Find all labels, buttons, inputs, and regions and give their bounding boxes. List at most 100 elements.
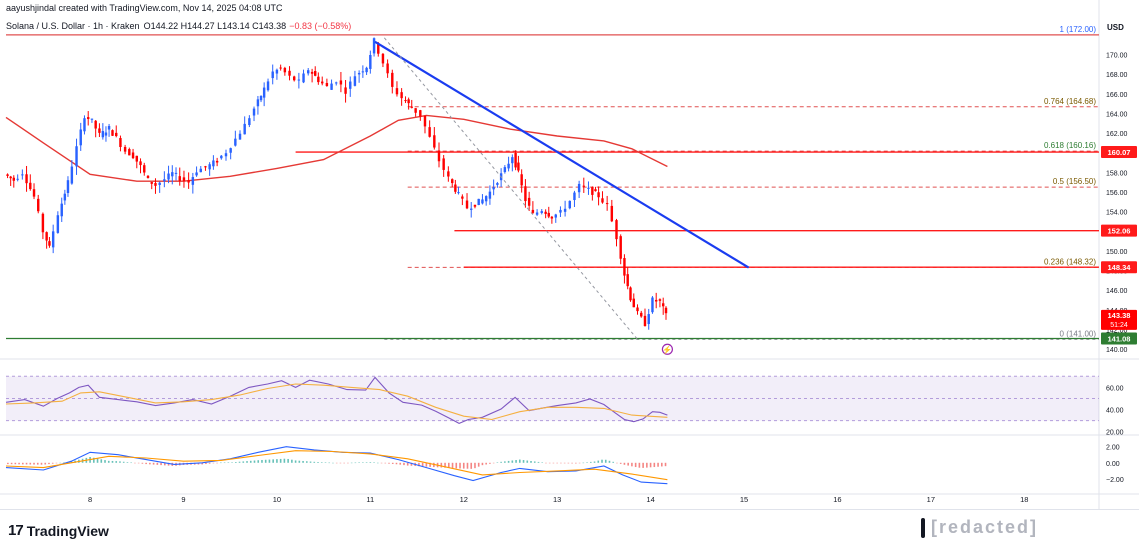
time-tick-label: 8 bbox=[88, 495, 92, 504]
price-chart[interactable]: 1 (172.00) 0.764 (164.68) 0.618 (160.16) 0.… bbox=[0, 0, 1139, 509]
macd-histogram-bar bbox=[294, 460, 297, 463]
candle-body bbox=[496, 183, 499, 185]
candle-body bbox=[626, 274, 629, 287]
price-tick-label: 166.00 bbox=[1106, 92, 1128, 99]
macd-histogram-bar bbox=[608, 460, 611, 463]
candle-body bbox=[601, 198, 604, 203]
candle-body bbox=[559, 209, 562, 213]
candle-body bbox=[302, 73, 305, 83]
candle-body bbox=[517, 162, 520, 171]
macd-histogram-bar bbox=[115, 461, 118, 463]
candle-body bbox=[86, 117, 90, 119]
candle-body bbox=[9, 176, 12, 179]
macd-histogram-bar bbox=[380, 462, 383, 464]
macd-histogram-bar bbox=[149, 462, 151, 465]
price-tick-label: 154.00 bbox=[1106, 210, 1128, 217]
fib-anchor-guide bbox=[383, 37, 638, 340]
macd-histogram-bar bbox=[134, 462, 136, 464]
macd-histogram-bar bbox=[44, 462, 47, 465]
candle-body bbox=[540, 211, 543, 213]
price-tick-label: 150.00 bbox=[1106, 249, 1128, 256]
price-tick-label: 164.00 bbox=[1106, 111, 1128, 118]
macd-histogram-bar bbox=[481, 462, 484, 466]
macd-histogram-bar bbox=[279, 458, 282, 463]
candle-body bbox=[234, 138, 237, 146]
candle-body bbox=[252, 108, 256, 116]
time-tick-label: 13 bbox=[553, 495, 561, 504]
candle-body bbox=[454, 184, 457, 192]
macd-histogram-bar bbox=[55, 462, 58, 464]
macd-histogram-bar bbox=[272, 459, 274, 463]
macd-histogram-bar bbox=[119, 461, 121, 463]
candle-body bbox=[111, 130, 114, 136]
candle-body bbox=[349, 81, 352, 89]
macd-histogram-bar bbox=[111, 460, 114, 463]
fib-level-label: 0.764 (164.68) bbox=[1044, 97, 1096, 106]
macd-histogram-bar bbox=[485, 462, 487, 465]
macd-histogram-bar bbox=[418, 462, 420, 467]
macd-histogram-bar bbox=[104, 460, 106, 463]
macd-histogram-bar bbox=[156, 462, 159, 465]
macd-histogram-bar bbox=[455, 462, 458, 469]
macd-histogram-bar bbox=[7, 462, 9, 465]
candle-body bbox=[361, 71, 365, 73]
tradingview-logo-icon: 17 bbox=[8, 522, 24, 539]
candle-body bbox=[481, 199, 484, 204]
price-tick-label: 168.00 bbox=[1106, 72, 1128, 79]
macd-histogram-bar bbox=[560, 462, 562, 464]
macd-histogram-bar bbox=[533, 461, 536, 463]
ohlc-values: O144.22 H144.27 L143.14 C143.38 bbox=[143, 21, 287, 31]
candle-body bbox=[651, 297, 654, 313]
candle-body bbox=[143, 165, 146, 173]
candle-body bbox=[632, 298, 635, 308]
candle-body bbox=[544, 211, 547, 214]
last-price-text: 143.38 bbox=[1108, 311, 1131, 320]
macd-histogram-bar bbox=[276, 459, 278, 463]
candle-body bbox=[457, 192, 460, 194]
macd-histogram-bar bbox=[496, 462, 499, 463]
candle-body bbox=[365, 67, 368, 73]
macd-signal-line bbox=[5, 450, 668, 481]
candle-body bbox=[104, 132, 108, 136]
tradingview-logo[interactable]: 17 TradingView bbox=[8, 522, 109, 539]
candle-body bbox=[503, 167, 507, 173]
moving-average-line bbox=[5, 114, 668, 182]
candle-body bbox=[158, 182, 161, 185]
macd-histogram-bar bbox=[556, 462, 558, 464]
macd-histogram-bar bbox=[604, 459, 607, 463]
macd-histogram-bar bbox=[287, 458, 289, 463]
candle-body bbox=[90, 118, 94, 120]
symbol-legend[interactable]: Solana / U.S. Dollar · 1h · Kraken O144.2… bbox=[6, 21, 351, 31]
fib-level-label: 1 (172.00) bbox=[1060, 25, 1097, 34]
candle-body bbox=[629, 287, 632, 301]
macd-histogram-bar bbox=[324, 462, 327, 463]
macd-histogram-bar bbox=[362, 462, 364, 463]
candle-body bbox=[317, 76, 320, 83]
level-price-badge-text: 141.08 bbox=[1108, 334, 1131, 343]
macd-histogram-bar bbox=[384, 462, 387, 464]
macd-histogram-bar bbox=[246, 461, 248, 463]
candle-body bbox=[524, 186, 527, 202]
rsi-tick-label: 20.00 bbox=[1106, 430, 1124, 437]
candle-body bbox=[470, 208, 473, 210]
candle-body bbox=[594, 189, 597, 192]
level-price-badge bbox=[1101, 261, 1137, 274]
macd-histogram-bar bbox=[470, 462, 473, 469]
candle-body bbox=[310, 71, 314, 74]
candle-body bbox=[643, 315, 647, 327]
currency-label[interactable]: USD bbox=[1107, 23, 1124, 32]
macd-histogram-bar bbox=[541, 462, 544, 463]
candle-body bbox=[554, 214, 557, 218]
macd-histogram-bar bbox=[649, 462, 652, 468]
candle-body bbox=[94, 120, 97, 129]
tradingview-logo-text: TradingView bbox=[26, 522, 109, 539]
macd-histogram-bar bbox=[25, 462, 28, 465]
candle-body bbox=[182, 177, 186, 181]
candle-body bbox=[330, 83, 333, 90]
candle-body bbox=[275, 69, 279, 74]
symbol-name[interactable]: Solana / U.S. Dollar · 1h · Kraken bbox=[6, 21, 140, 31]
macd-histogram-bar bbox=[623, 462, 626, 465]
macd-histogram-bar bbox=[451, 462, 454, 469]
time-axis[interactable]: 8 9 10 11 12 13 14 15 16 17 18 bbox=[88, 495, 1028, 504]
price-axis[interactable]: 140.00142.00144.00146.00148.00150.00152.… bbox=[1101, 53, 1137, 484]
